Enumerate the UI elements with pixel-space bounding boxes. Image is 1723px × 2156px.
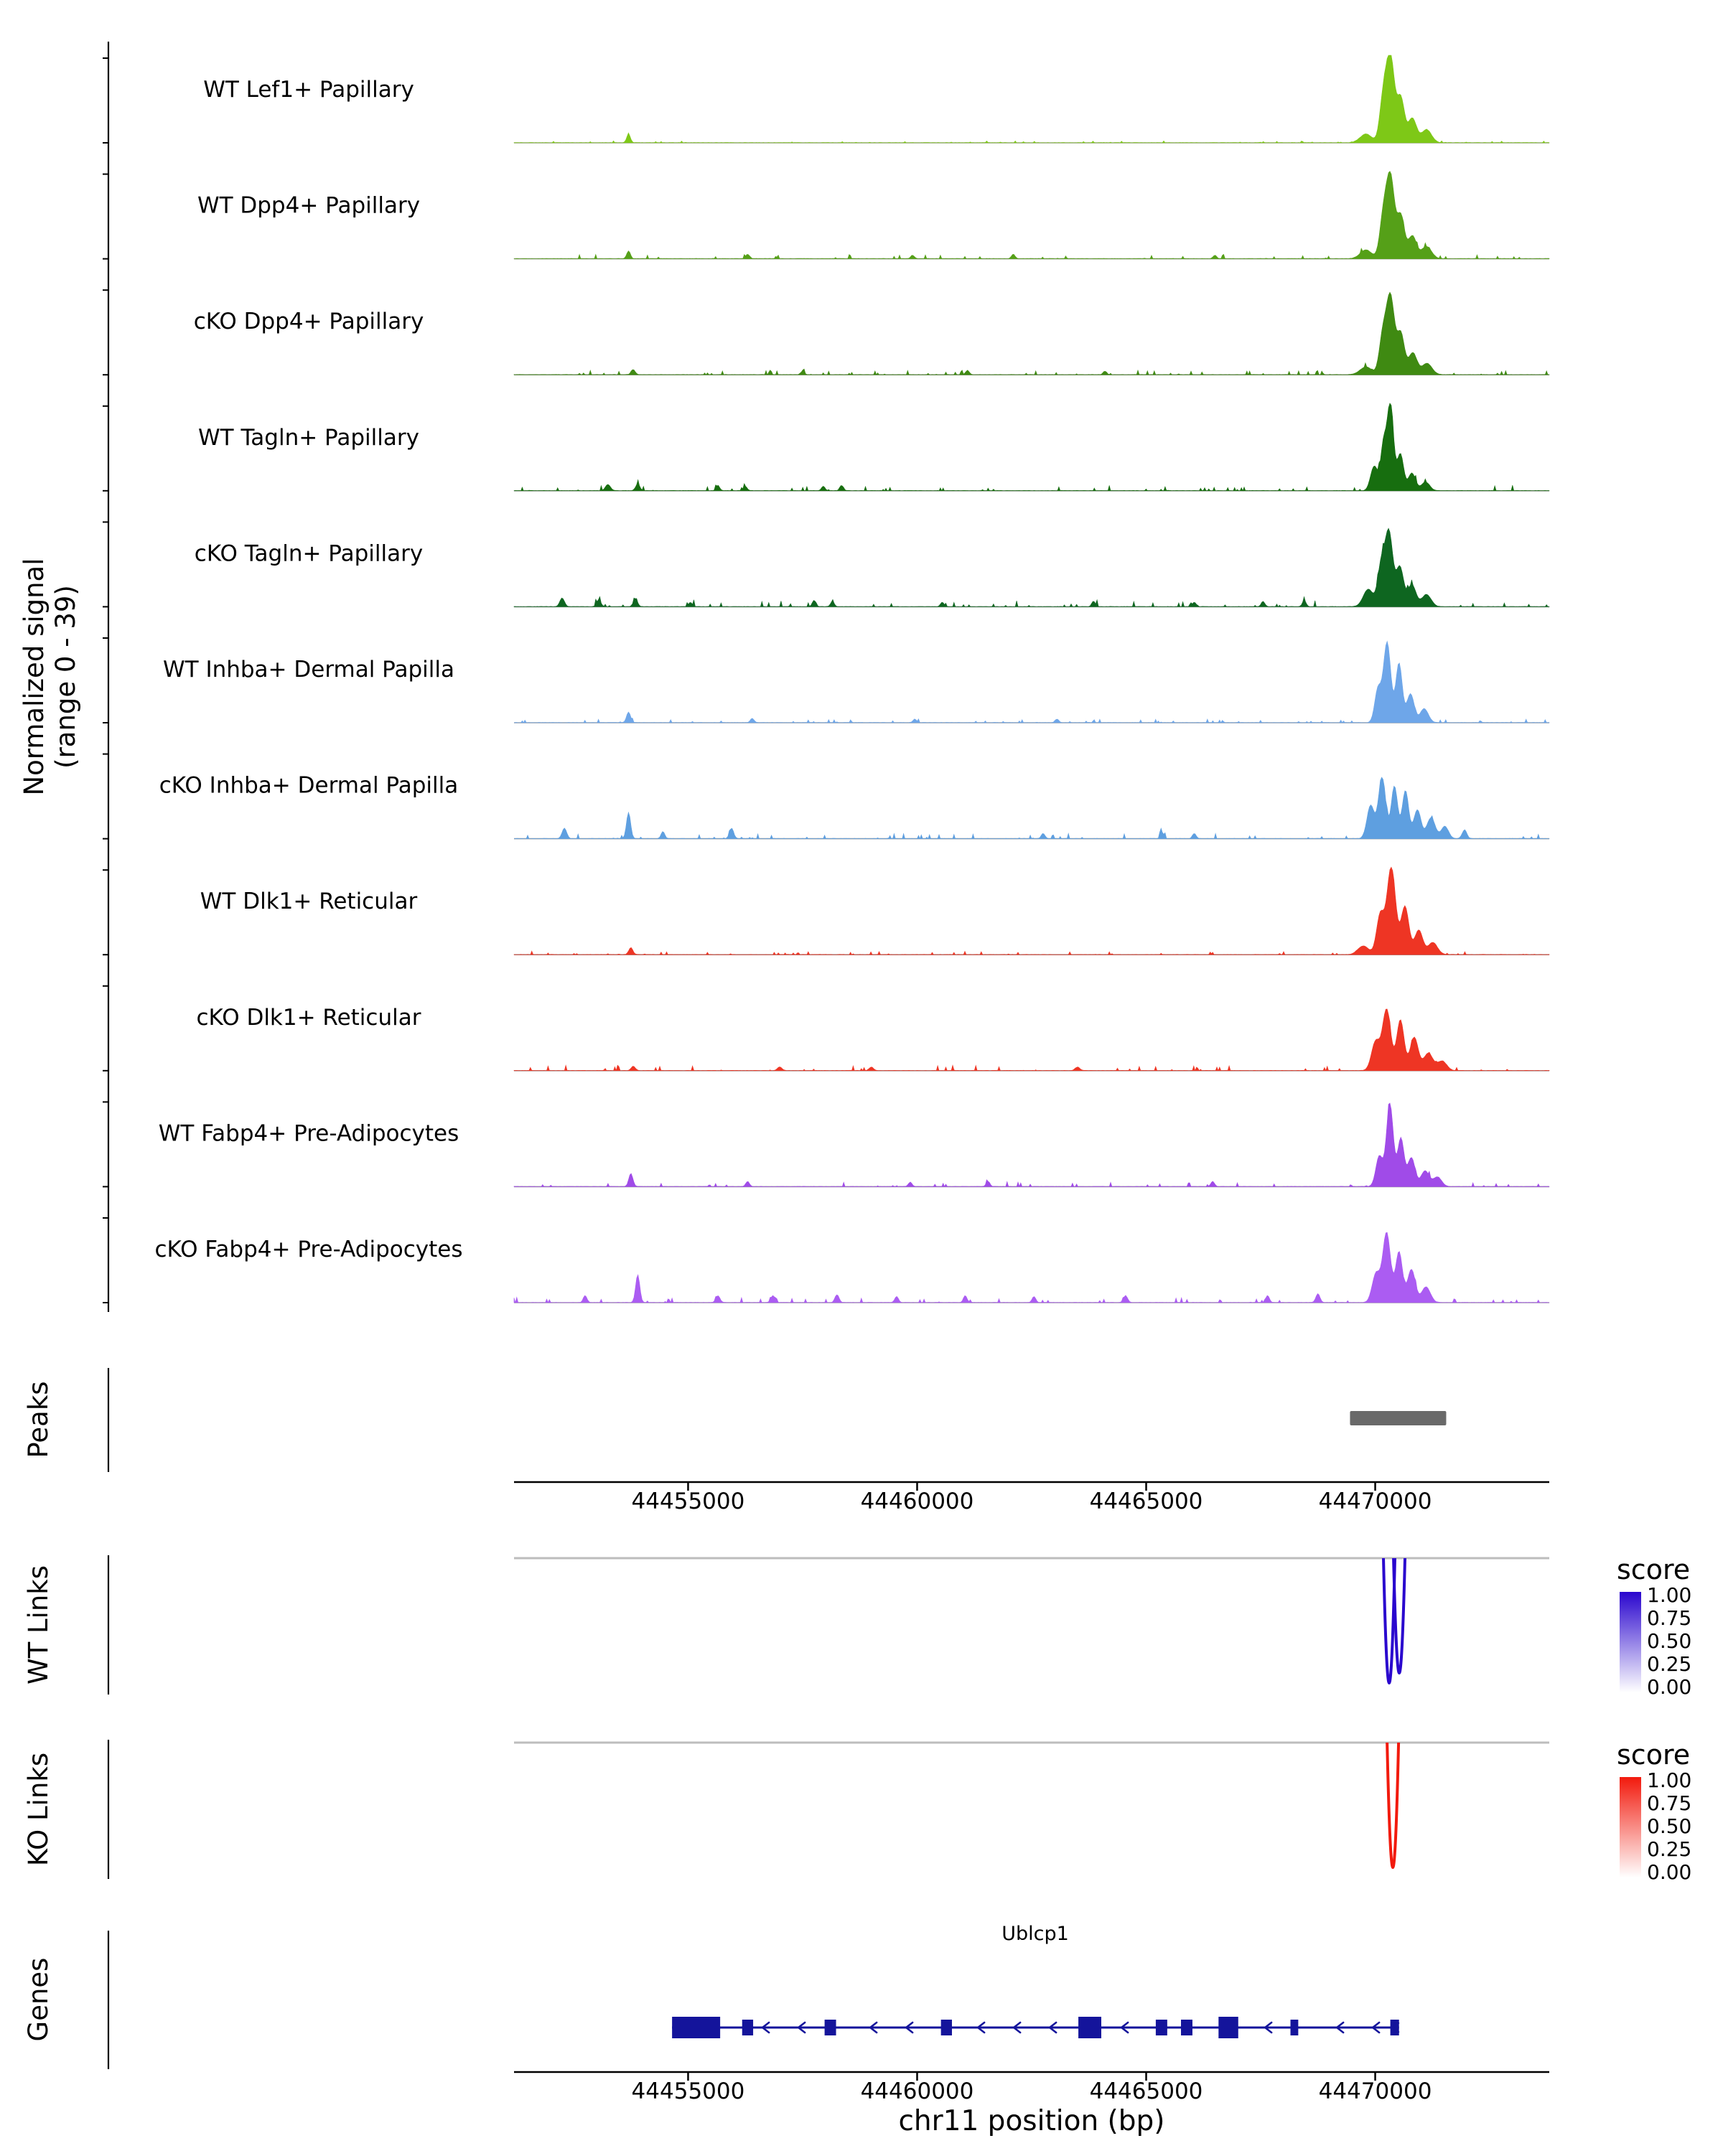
x-tick-label: 44455000 [632,2078,745,2104]
gene-exon [1290,2020,1299,2035]
score-tick-label: 1.00 [1647,1768,1691,1792]
score-gradient [1620,1592,1641,1692]
signal-area [513,640,1550,723]
score-tick-label: 0.25 [1647,1652,1691,1676]
y-axis-title-line2: (range 0 - 39) [50,585,81,769]
strand-arrow-icon [1335,2021,1345,2034]
x-tick-label: 44470000 [1319,1489,1432,1514]
signal-area [513,55,1550,144]
track-label: cKO Fabp4+ Pre-Adipocytes [155,1237,463,1262]
x-tick-label: 44455000 [632,1489,745,1514]
section-label-wt-links: WT Links [23,1565,54,1684]
x-tick-label: 44460000 [861,2078,974,2104]
score-tick-label: 0.50 [1647,1629,1691,1653]
x-tick-label: 44470000 [1319,2078,1432,2104]
gene-exon [824,2020,836,2035]
track-label: WT Inhba+ Dermal Papilla [163,657,454,683]
score-tick-label: 0.25 [1647,1837,1691,1861]
track-label: WT Dlk1+ Reticular [200,889,418,914]
strand-arrow-icon [976,2021,986,2034]
signal-area [513,528,1550,607]
gene-exon [1218,2017,1238,2038]
track-label: cKO Dpp4+ Papillary [194,309,424,334]
strand-arrow-icon [1391,2021,1400,2034]
signal-area [513,1232,1550,1303]
gene-exon [940,2020,952,2035]
strand-arrow-icon [1371,2021,1381,2034]
gene-exon [672,2017,721,2038]
strand-arrow-icon [1048,2021,1057,2034]
gene-exon [742,2020,754,2035]
wt-score-legend-title: score [1617,1554,1690,1585]
strand-arrow-icon [1012,2021,1022,2034]
x-tick-label: 44465000 [1090,1489,1203,1514]
gene-exon [1078,2017,1101,2038]
track-label: WT Lef1+ Papillary [203,77,414,103]
signal-area [513,1102,1550,1187]
signal-area [513,403,1550,492]
score-tick-label: 0.50 [1647,1814,1691,1838]
track-label: cKO Tagln+ Papillary [195,540,423,566]
score-tick-label: 0.75 [1647,1606,1691,1630]
score-tick-label: 0.00 [1647,1675,1691,1699]
signal-area [513,171,1550,259]
score-tick-label: 1.00 [1647,1583,1691,1607]
x-tick-label: 44460000 [861,1489,974,1514]
strand-arrow-icon [1120,2021,1129,2034]
peak-region [1350,1411,1447,1425]
x-axis-label: chr11 position (bp) [898,2105,1164,2137]
gene-name-label: Ublcp1 [1001,1923,1069,1945]
signal-area [513,291,1550,375]
signal-area [513,866,1550,955]
track-label: cKO Inhba+ Dermal Papilla [159,773,459,799]
link-arc [1382,1557,1396,1684]
y-axis-title-line1: Normalized signal [19,558,50,795]
strand-arrow-icon [905,2021,914,2034]
signal-area [513,1008,1550,1072]
score-tick-label: 0.75 [1647,1791,1691,1815]
signal-area [513,777,1550,840]
track-label: WT Tagln+ Papillary [198,425,419,451]
section-label-ko-links: KO Links [23,1753,54,1866]
x-tick-label: 44465000 [1090,2078,1203,2104]
ko-score-legend-title: score [1617,1739,1690,1771]
strand-arrow-icon [761,2021,770,2034]
section-label-peaks: Peaks [23,1381,54,1458]
strand-arrow-icon [797,2021,806,2034]
gene-exon [1155,2020,1167,2035]
gene-exon [1181,2020,1192,2035]
strand-arrow-icon [869,2021,878,2034]
score-tick-label: 0.00 [1647,1860,1691,1884]
track-label: WT Fabp4+ Pre-Adipocytes [159,1120,459,1146]
link-arc [1386,1742,1401,1869]
strand-arrow-icon [1264,2021,1273,2034]
track-label: cKO Dlk1+ Reticular [197,1005,421,1031]
section-label-genes: Genes [23,1958,54,2042]
score-gradient [1620,1777,1641,1878]
track-label: WT Dpp4+ Papillary [197,193,420,219]
link-arc [1392,1557,1407,1674]
